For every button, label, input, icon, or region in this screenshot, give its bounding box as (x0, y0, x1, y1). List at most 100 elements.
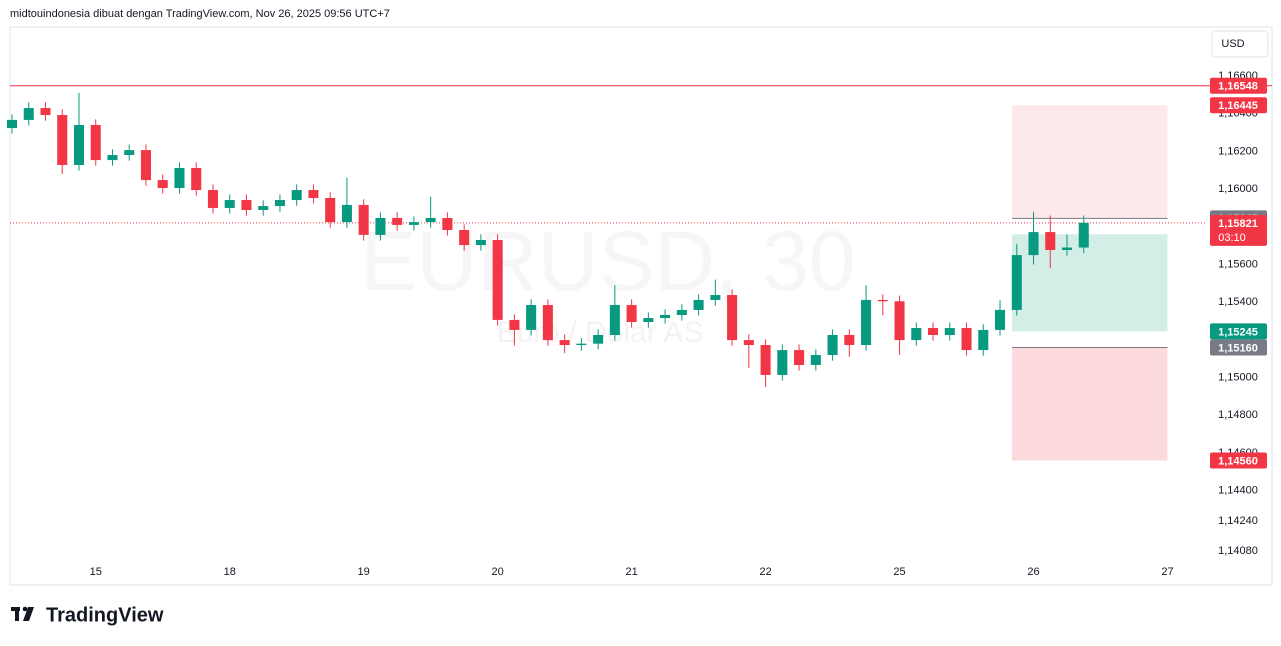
candle-body (660, 315, 671, 319)
candle-body (6, 119, 18, 129)
candle-body (810, 354, 821, 365)
candle-body (157, 180, 168, 188)
candle-body (877, 299, 888, 302)
y-tick-label: 1,15000 (1218, 372, 1258, 384)
candle-body (509, 319, 520, 330)
candle-body (90, 125, 101, 161)
candle-body (710, 295, 721, 300)
candle-body (459, 230, 470, 246)
candle-body (341, 204, 352, 223)
level-badge-label: 1,15245 (1218, 326, 1258, 338)
candle-body (73, 125, 85, 165)
candle-body (191, 167, 202, 191)
y-tick-label: 1,15600 (1218, 258, 1258, 270)
x-tick-label: 18 (224, 566, 236, 578)
currency-button[interactable] (1211, 30, 1269, 58)
level-badge (1210, 323, 1267, 340)
candle-body (995, 309, 1006, 330)
y-tick-label: 1,16000 (1218, 183, 1258, 195)
candle-body (258, 206, 269, 211)
position-zone (1012, 347, 1168, 461)
level-badge-label: 1,14560 (1218, 455, 1258, 467)
candle-body (392, 217, 403, 225)
candle-body (961, 328, 972, 351)
price-line-badge (1210, 77, 1267, 94)
candle-body (1078, 222, 1089, 248)
candle-body (911, 328, 922, 341)
candle-body (559, 340, 570, 345)
candle-body (827, 334, 838, 355)
candle-body (40, 108, 51, 116)
candle-body (542, 305, 553, 341)
y-tick-label: 1,14400 (1218, 485, 1258, 497)
logo-icon (15, 607, 19, 621)
candle-body (928, 328, 939, 335)
candle-body (1045, 232, 1056, 250)
level-badge (1210, 339, 1267, 356)
candle-body (442, 217, 453, 231)
x-tick-label: 27 (1161, 566, 1173, 578)
last-price-label: 1,15821 (1218, 218, 1258, 230)
candle-body (358, 204, 369, 235)
y-tick-label: 1,14080 (1218, 545, 1258, 557)
candle-body (325, 197, 336, 223)
candle-body (408, 222, 419, 225)
logo: TradingView (11, 604, 164, 626)
header: midtouindonesia dibuat dengan TradingVie… (10, 8, 390, 20)
candle-body (978, 329, 989, 351)
x-tick-label: 25 (893, 566, 905, 578)
candle-body (492, 239, 503, 320)
candle-body (475, 239, 486, 246)
x-tick-label: 15 (90, 566, 102, 578)
candle-body (944, 328, 955, 335)
logo-text: TradingView (46, 604, 164, 626)
candle-body (224, 200, 235, 208)
price-line-badge-label: 1,16548 (1218, 81, 1258, 93)
candle-body (1011, 255, 1022, 310)
x-tick-label: 22 (759, 566, 771, 578)
candle-body (207, 190, 218, 208)
x-tick-label: 26 (1027, 566, 1039, 578)
x-tick-label: 20 (492, 566, 504, 578)
candle-body (643, 318, 654, 322)
candle-body (291, 190, 302, 201)
level-badge-label: 1,16445 (1218, 100, 1258, 112)
candle-body (241, 200, 252, 211)
position-zone (1012, 105, 1168, 219)
level-badge-label: 1,15160 (1218, 342, 1258, 354)
candle-body (593, 334, 604, 344)
logo-icon (22, 606, 28, 612)
level-badge (1210, 452, 1267, 469)
candle-body (861, 299, 872, 345)
candle-body (1028, 232, 1039, 256)
logo-icon (23, 607, 34, 621)
candle-body (576, 343, 587, 345)
candle-body (777, 350, 788, 375)
x-tick-label: 19 (358, 566, 370, 578)
currency[interactable]: USD (1221, 38, 1244, 50)
x-tick-label: 21 (625, 566, 637, 578)
candle-body (693, 299, 704, 310)
candle-body (526, 305, 537, 330)
y-tick-label: 1,16200 (1218, 145, 1258, 157)
candle-body (794, 350, 805, 365)
candle-body (308, 190, 319, 198)
candle-body (760, 344, 771, 375)
candle-body (743, 340, 754, 345)
candle-body (609, 305, 620, 335)
candle-body (174, 167, 185, 188)
level-badge (1210, 97, 1267, 114)
candle-body (274, 200, 285, 207)
candle-body (844, 334, 855, 345)
candle-body (57, 115, 68, 165)
chart-frame (9, 26, 1273, 586)
candle-body (140, 150, 152, 181)
candle-body (107, 154, 118, 161)
last-price-badge (1210, 214, 1267, 246)
candle-body (23, 108, 34, 120)
y-tick-label: 1,14800 (1218, 409, 1258, 421)
candle-body (1061, 247, 1073, 250)
y-tick-label: 1,15400 (1218, 296, 1258, 308)
